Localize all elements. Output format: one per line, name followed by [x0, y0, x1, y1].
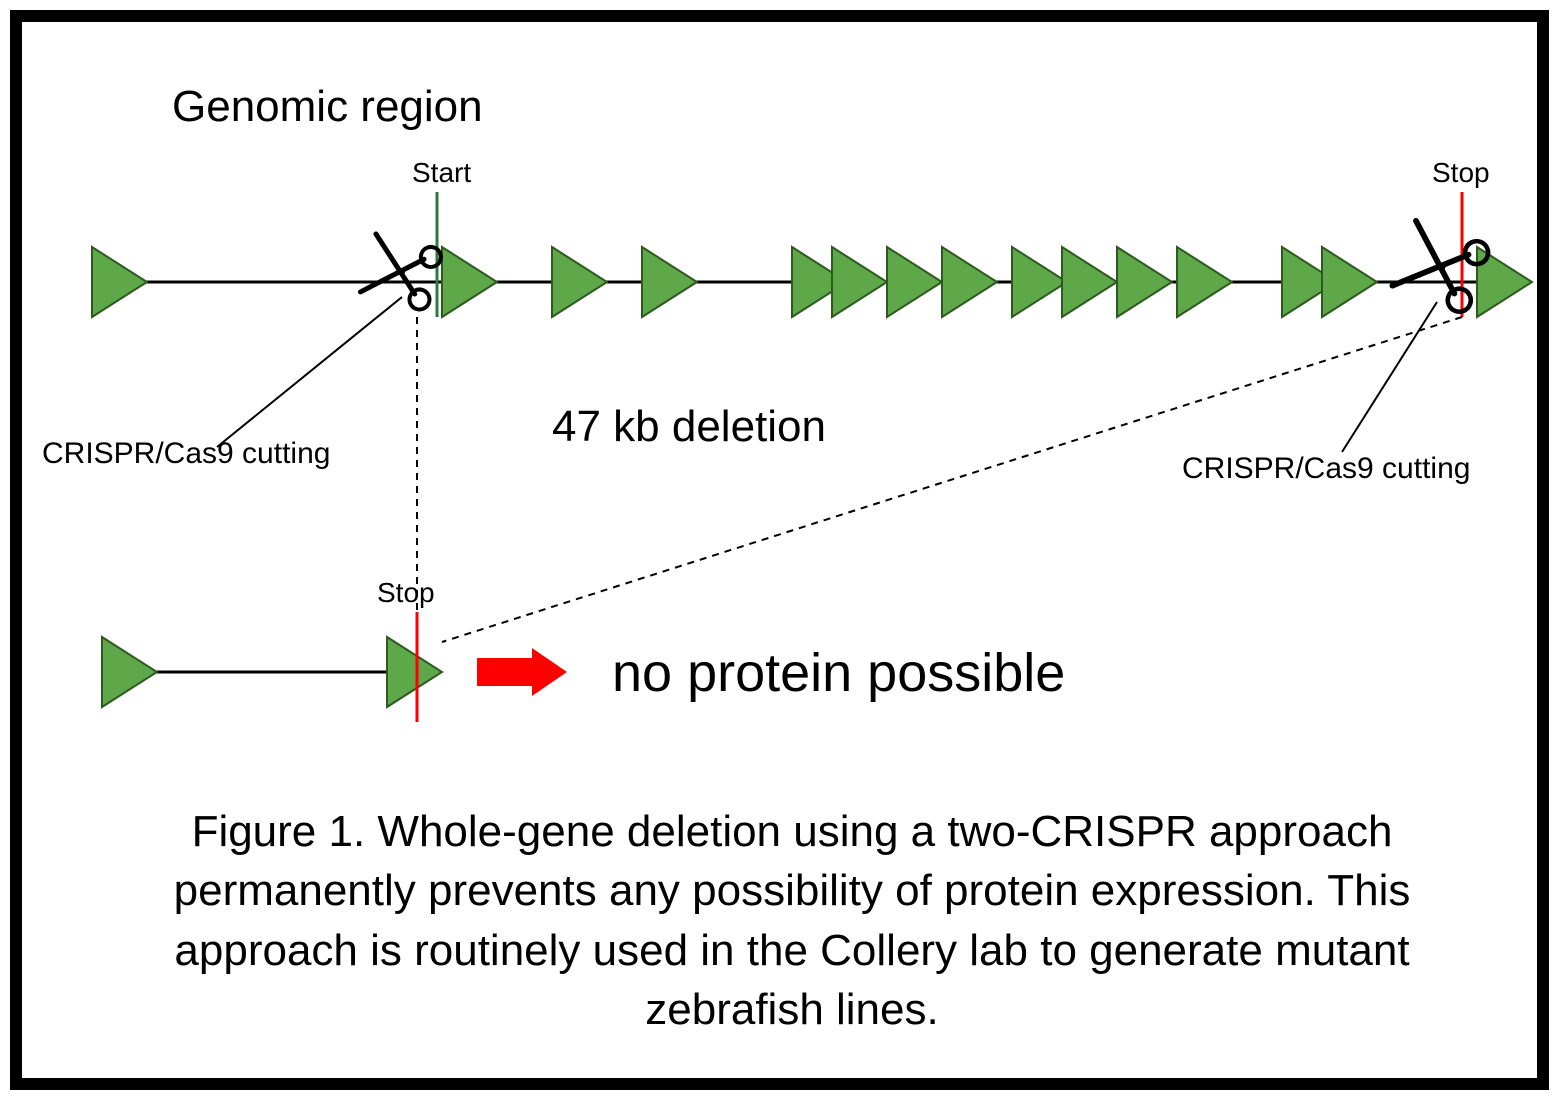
- pointer-right: [1342, 302, 1437, 452]
- exon-triangle: [942, 247, 997, 317]
- title-label: Genomic region: [172, 82, 483, 132]
- figure-caption: Figure 1. Whole-gene deletion using a tw…: [92, 802, 1492, 1040]
- gene-bottom: [102, 612, 442, 722]
- exon-triangle: [1177, 247, 1232, 317]
- red-arrow-icon: [477, 648, 567, 696]
- exon-triangle: [442, 247, 497, 317]
- deletion-label: 47 kb deletion: [552, 402, 826, 452]
- stop-bottom-label: Stop: [377, 577, 435, 609]
- exon-triangle: [1012, 247, 1067, 317]
- scissors-left-icon: [360, 232, 443, 312]
- exon-triangle: [92, 247, 147, 317]
- crispr-right-label: CRISPR/Cas9 cutting: [1182, 452, 1470, 486]
- exon-triangle: [887, 247, 942, 317]
- exon-triangle: [832, 247, 887, 317]
- crispr-left-label: CRISPR/Cas9 cutting: [42, 437, 330, 471]
- stop-top-label: Stop: [1432, 157, 1490, 189]
- exon-triangle: [642, 247, 697, 317]
- pointer-left: [217, 297, 402, 447]
- exon-triangle: [552, 247, 607, 317]
- gene-top: [92, 192, 1532, 317]
- start-label: Start: [412, 157, 471, 189]
- exon-triangle: [387, 637, 442, 707]
- diagram-frame: Genomic region Start Stop 47 kb deletion…: [10, 10, 1549, 1090]
- exon-triangle: [1322, 247, 1377, 317]
- exon-triangle: [1117, 247, 1172, 317]
- exon-triangle: [1062, 247, 1117, 317]
- no-protein-label: no protein possible: [612, 642, 1065, 704]
- exon-triangle: [102, 637, 157, 707]
